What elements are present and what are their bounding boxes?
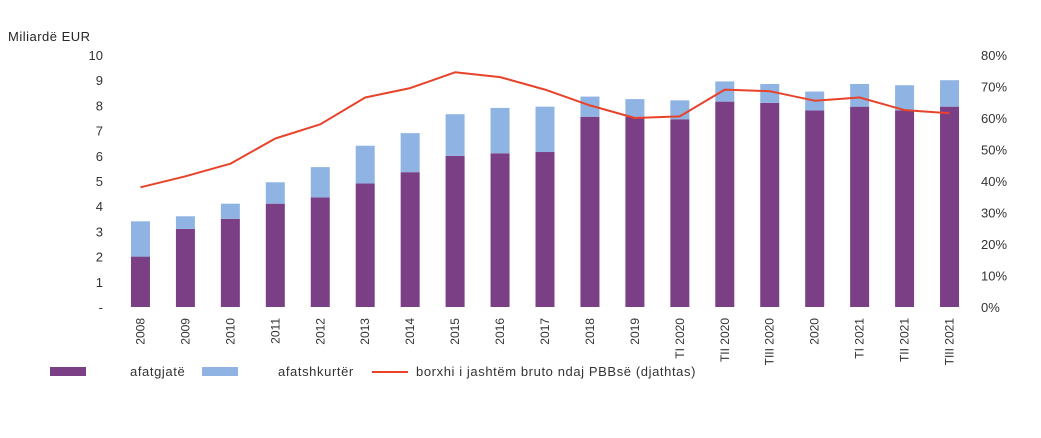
category-label: 2017 [538, 318, 552, 345]
legend-label-long-term: afatgjatë [130, 364, 186, 379]
left-tick-label: 7 [96, 124, 103, 139]
legend-label-short-term: afatshkurtër [278, 364, 354, 379]
legend-swatch-debt-ratio [372, 370, 408, 373]
legend-swatch-long-term [50, 367, 86, 376]
bar-long-term [220, 218, 240, 307]
bar-long-term [310, 197, 330, 307]
bar-long-term [715, 101, 735, 308]
debt-line [140, 71, 950, 189]
right-tick-label: 70% [981, 80, 1007, 95]
bar-long-term [445, 155, 465, 307]
bar-short-term [760, 83, 780, 103]
bar-long-term [490, 153, 510, 307]
legend-swatch-short-term [202, 367, 238, 376]
legend-label-debt-ratio: borxhi i jashtëm bruto ndaj PBBsë (djath… [416, 364, 697, 379]
bar-long-term [535, 152, 555, 307]
left-tick-label: 6 [96, 149, 103, 164]
bar-long-term [940, 106, 960, 307]
left-tick-label: 3 [96, 224, 103, 239]
legend-item-short-term: afatshkurtër [202, 364, 354, 379]
right-tick-label: 10% [981, 269, 1007, 284]
legend-item-long-term: afatgjatë [50, 364, 185, 379]
category-label: TIII 2020 [763, 318, 777, 366]
bar-short-term [265, 182, 285, 204]
category-label: 2008 [133, 318, 147, 345]
right-tick-label: 60% [981, 111, 1007, 126]
category-label: 2012 [313, 318, 327, 345]
bar-short-term [715, 81, 735, 102]
bar-short-term [940, 80, 960, 107]
bar-long-term [175, 228, 195, 307]
bar-short-term [895, 85, 915, 111]
category-label: 2013 [358, 318, 372, 345]
left-tick-label: 5 [96, 174, 103, 189]
category-label: 2009 [178, 318, 192, 345]
bar-long-term [805, 110, 825, 307]
left-tick-label: 4 [96, 199, 103, 214]
bar-long-term [670, 119, 690, 307]
bar-short-term [175, 216, 195, 229]
category-label: TII 2021 [898, 318, 912, 362]
bar-long-term [850, 106, 870, 307]
bar-long-term [130, 256, 150, 307]
bar-short-term [400, 133, 420, 173]
category-label: TII 2020 [718, 318, 732, 362]
bar-short-term [355, 145, 375, 184]
bar-short-term [130, 221, 150, 257]
right-axis: 0% 10% 20% 30% 40% 50% 60% 70% 80% [981, 48, 1007, 315]
bar-short-term [220, 203, 240, 219]
category-label: TI 2021 [853, 318, 867, 359]
bar-short-term [310, 167, 330, 198]
bar-short-term [580, 96, 600, 117]
right-tick-label: 30% [981, 206, 1007, 221]
category-label: 2015 [448, 318, 462, 345]
left-tick-label: - [99, 300, 103, 315]
bar-short-term [850, 83, 870, 107]
left-tick-label: 2 [96, 250, 103, 265]
category-label: TI 2020 [673, 318, 687, 359]
category-label: 2020 [808, 318, 822, 345]
bar-short-term [445, 114, 465, 156]
category-labels: 2008 2009 2010 2011 2012 2013 2014 2015 2016 2017… [133, 318, 956, 366]
category-label: 2019 [628, 318, 642, 345]
category-label: 2014 [403, 318, 417, 345]
bar-long-term [400, 172, 420, 307]
bar-long-term [625, 116, 645, 308]
bar-short-term [625, 99, 645, 117]
left-tick-label: 9 [96, 73, 103, 88]
bar-short-term [490, 107, 510, 154]
category-label: 2011 [268, 318, 282, 344]
bar-short-term [535, 106, 555, 153]
category-label: 2016 [493, 318, 507, 345]
left-tick-label: 10 [89, 48, 103, 63]
right-tick-label: 40% [981, 174, 1007, 189]
bar-long-term [760, 102, 780, 307]
left-axis: - 1 2 3 4 5 6 7 8 9 10 [89, 48, 103, 315]
bar-long-term [895, 110, 915, 307]
category-label: 2010 [223, 318, 237, 345]
bar-long-term [355, 183, 375, 307]
right-tick-label: 80% [981, 48, 1007, 63]
left-tick-label: 8 [96, 98, 103, 113]
bars [130, 80, 960, 308]
right-tick-label: 20% [981, 237, 1007, 252]
debt-ratio-line [140, 71, 950, 189]
category-label: 2018 [583, 318, 597, 345]
right-tick-label: 50% [981, 143, 1007, 158]
category-label: TIII 2021 [943, 318, 957, 366]
right-tick-label: 0% [981, 300, 1000, 315]
left-tick-label: 1 [96, 275, 103, 290]
legend-item-debt-ratio: borxhi i jashtëm bruto ndaj PBBsë (djath… [372, 364, 696, 379]
left-axis-label: Miliardë EUR [8, 29, 91, 44]
bar-long-term [265, 203, 285, 307]
bar-long-term [580, 116, 600, 308]
